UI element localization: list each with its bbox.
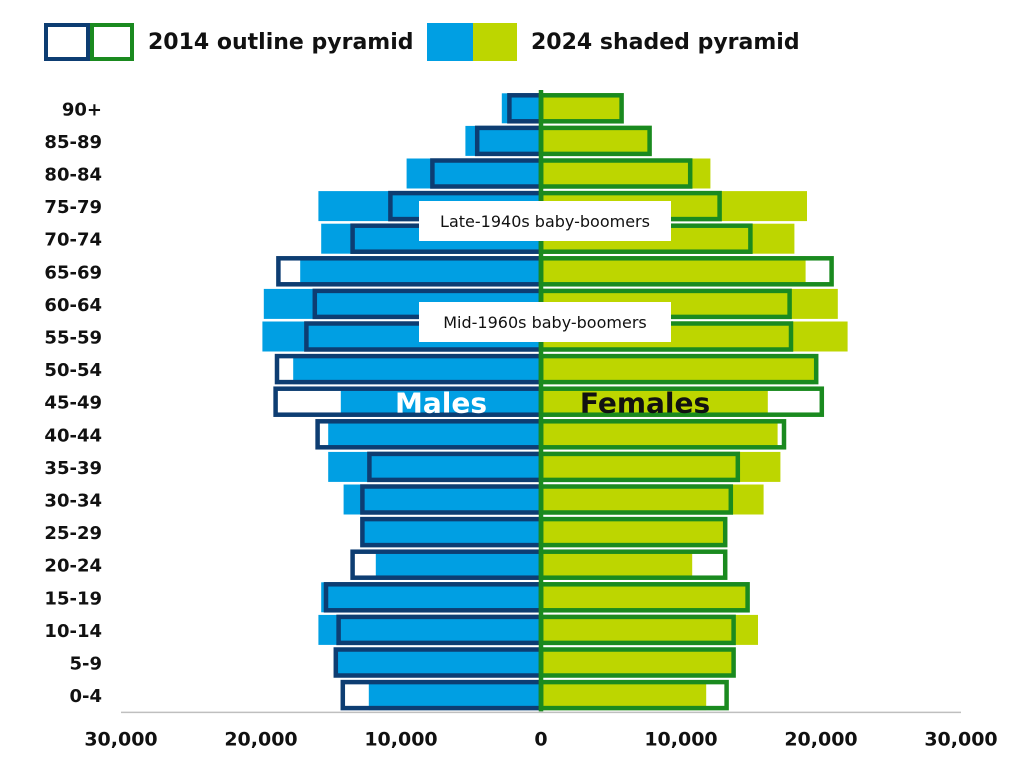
bar-2024-male-45-49 (340, 386, 541, 417)
bar-2024-male-50-54 (293, 354, 541, 385)
age-label: 50-54 (44, 360, 102, 381)
bar-2024-female-35-39 (541, 451, 781, 482)
bar-2024-female-50-54 (541, 354, 814, 385)
age-label: 80-84 (44, 165, 102, 186)
x-tick-label: 0 (534, 728, 547, 750)
bar-2024-male-35-39 (328, 451, 541, 482)
bar-2024-male-5-9 (338, 647, 541, 678)
legend-shaded-label: 2024 shaded pyramid (531, 29, 800, 55)
age-label: 20-24 (44, 556, 102, 577)
bar-2024-male-10-14 (318, 614, 541, 645)
bar-2024-male-80-84 (406, 158, 541, 189)
annotation-label: Late-1940s baby-boomers (440, 212, 650, 231)
bar-2024-male-25-29 (360, 517, 541, 548)
bar-2024-male-30-34 (343, 484, 541, 515)
age-label: 15-19 (44, 588, 102, 609)
x-tick-label: 10,000 (364, 728, 437, 750)
females-label: Females (580, 387, 710, 420)
age-label: 60-64 (44, 295, 102, 316)
legend-swatch-male-outline (44, 23, 90, 61)
bar-2024-female-40-44 (541, 419, 778, 450)
bar-2024-male-15-19 (321, 582, 541, 613)
bar-2024-female-0-4 (541, 680, 707, 711)
x-tick-label: 30,000 (84, 728, 157, 750)
males-label: Males (395, 387, 487, 420)
age-label: 30-34 (44, 491, 102, 512)
age-label: 10-14 (44, 621, 102, 642)
age-label: 75-79 (44, 197, 102, 218)
age-label: 65-69 (44, 262, 102, 283)
bar-2024-female-25-29 (541, 517, 726, 548)
legend-shaded: 2024 shaded pyramid (427, 22, 800, 62)
legend-swatch-female-outline (90, 23, 134, 61)
bar-2024-female-5-9 (541, 647, 735, 678)
age-label: 25-29 (44, 523, 102, 544)
age-label: 85-89 (44, 132, 102, 153)
x-axis: 30,000 20,000 10,000 0 10,000 20,000 30,000 (84, 711, 998, 750)
age-label: 5-9 (69, 654, 102, 675)
bar-2024-female-85-89 (541, 125, 651, 156)
bar-2024-male-65-69 (300, 256, 541, 287)
legend-swatch-female-shaded (473, 23, 517, 61)
age-label: 0-4 (69, 686, 102, 707)
annotation-label: Mid-1960s baby-boomers (443, 313, 646, 332)
bar-2024-female-65-69 (541, 256, 806, 287)
legend-outline: 2014 outline pyramid (44, 22, 414, 62)
legend-outline-label: 2014 outline pyramid (148, 29, 414, 55)
bar-2024-female-15-19 (541, 582, 749, 613)
x-tick-label: 20,000 (784, 728, 857, 750)
age-group-labels: 90+ 85-89 80-84 75-79 70-74 65-69 60-64 55-59 50… (44, 99, 102, 707)
bar-2024-male-20-24 (375, 549, 541, 580)
bar-2024-female-20-24 (541, 549, 693, 580)
age-label: 35-39 (44, 458, 102, 479)
x-tick-label: 30,000 (924, 728, 997, 750)
age-label: 55-59 (44, 328, 102, 349)
age-label: 45-49 (44, 393, 102, 414)
annotation-box (419, 302, 671, 342)
overlay-elements: Late-1940s baby-boomers Mid-1960s baby-bo… (395, 90, 710, 712)
bar-2024-female-80-84 (541, 158, 711, 189)
age-label: 70-74 (44, 230, 102, 251)
age-label: 40-44 (44, 425, 102, 446)
annotation-box (419, 201, 671, 241)
age-label: 90+ (62, 99, 102, 120)
x-tick-label: 10,000 (644, 728, 717, 750)
bar-2024-female-90plus (541, 93, 621, 124)
x-tick-label: 20,000 (224, 728, 297, 750)
bar-2024-female-45-49 (541, 386, 768, 417)
bar-2024-male-40-44 (328, 419, 541, 450)
bar-2024-female-30-34 (541, 484, 764, 515)
bar-2024-male-0-4 (368, 680, 541, 711)
legend-swatch-male-shaded (427, 23, 473, 61)
bar-2024-female-10-14 (541, 614, 758, 645)
